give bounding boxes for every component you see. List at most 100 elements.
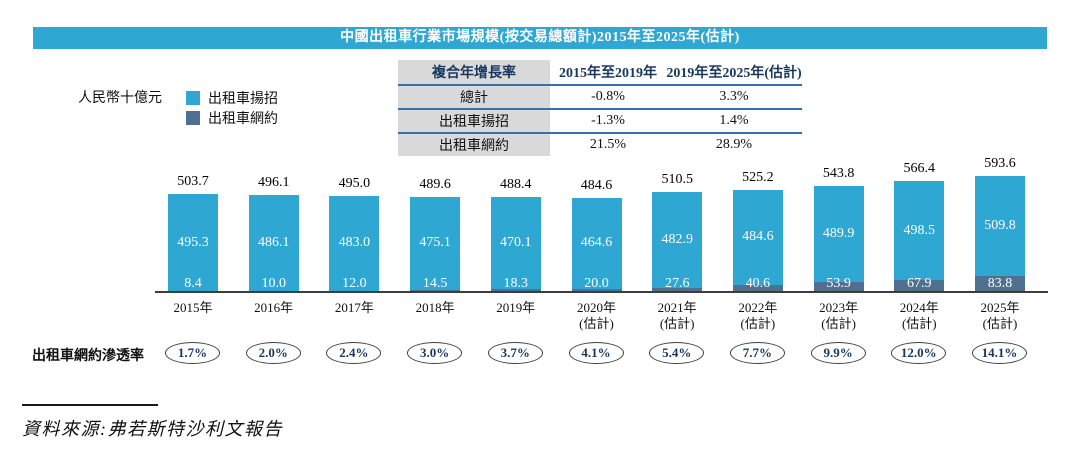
hail-value-label: 484.6 (742, 229, 774, 245)
chart-title-banner: 中國出租車行業市場規模(按交易總額計)2015年至2025年(估計) (33, 27, 1047, 49)
stacked-bar: 495.3 8.4 (168, 193, 218, 293)
hail-value-label: 482.9 (661, 232, 693, 247)
stacked-bar: 470.1 18.3 (490, 196, 541, 293)
bar-total-label: 510.5 (661, 172, 693, 188)
ride-value-label: 27.6 (664, 276, 690, 291)
bar-total-label: 488.4 (500, 176, 532, 192)
ride-hailing-color-swatch (186, 111, 200, 125)
row-value: -0.8% (591, 89, 625, 104)
row-value: 3.3% (719, 89, 749, 104)
ride-segment (975, 276, 1025, 293)
penetration-badge: 5.4% (649, 342, 705, 364)
hail-value-label: 489.9 (822, 226, 855, 242)
penetration-badge: 2.4% (326, 342, 382, 364)
chart-column: 543.8 489.9 53.9 2023年 (估計) 9.9% (797, 0, 881, 456)
legend-label: 出租車揚招 (208, 92, 278, 107)
x-axis-label: 2021年 (估計) (657, 300, 697, 331)
bar-total-label: 495.0 (338, 175, 371, 191)
stacked-bar: 486.1 10.0 (248, 195, 299, 293)
x-axis-label: 2016年 (254, 300, 294, 315)
legend-item-hail: 出租車揚招 (186, 88, 278, 108)
row-label: 出租車揚招 (398, 110, 550, 132)
x-axis-label: 2025年 (估計) (980, 300, 1020, 331)
chart-column: 489.6 475.1 14.5 2018年 3.0% (393, 0, 477, 456)
chart-column: 484.6 464.6 20.0 2020年 (估計) 4.1% (555, 0, 639, 456)
hail-segment: 482.9 (652, 192, 703, 288)
bar-total-label: 484.6 (580, 177, 613, 193)
ride-value-label: 20.0 (584, 276, 609, 291)
stacked-bar: 498.5 67.9 (894, 181, 945, 293)
hail-value-label: 470.1 (500, 235, 532, 251)
bar-total-label: 496.1 (257, 175, 290, 191)
cagr-table-header-row: 複合年增長率 2015年至2019年 2019年至2025年(估計) (398, 60, 802, 86)
hail-segment: 475.1 (410, 196, 461, 291)
bar-total-label: 566.4 (903, 161, 936, 177)
chart-column: 495.0 483.0 12.0 2017年 2.4% (312, 0, 396, 456)
penetration-badge: 9.9% (810, 342, 866, 364)
x-axis-label: 2019年 (496, 300, 536, 315)
bar-total-label: 489.6 (419, 176, 451, 192)
row-value: 1.4% (719, 113, 749, 128)
hail-value-label: 495.3 (177, 234, 209, 250)
bar-total-label: 525.2 (742, 169, 774, 185)
hail-value-label: 483.0 (338, 235, 371, 251)
chart-column: 510.5 482.9 27.6 2021年 (估計) 5.4% (635, 0, 719, 456)
hail-value-label: 498.5 (903, 222, 936, 238)
legend-item-ride-hailing: 出租車網約 (186, 108, 278, 128)
row-value: -1.3% (591, 113, 625, 128)
penetration-badge: 7.7% (729, 342, 785, 364)
ride-value-label: 53.9 (826, 276, 851, 291)
stacked-bar: 483.0 12.0 (329, 195, 380, 293)
ride-value-label: 67.9 (907, 276, 932, 291)
x-axis-label: 2020年 (估計) (576, 300, 616, 331)
stacked-bar: 484.6 40.6 (732, 189, 783, 293)
stacked-bar: 475.1 14.5 (410, 196, 461, 293)
chart-column: 496.1 486.1 10.0 2016年 2.0% (232, 0, 316, 456)
penetration-badge: 3.7% (487, 342, 543, 364)
x-axis-line (155, 291, 1048, 293)
penetration-badge: 3.0% (407, 342, 463, 364)
hail-segment: 470.1 (490, 196, 541, 290)
hail-segment: 498.5 (894, 181, 945, 280)
penetration-badge: 1.7% (165, 342, 220, 364)
hail-segment: 486.1 (248, 195, 299, 292)
cagr-header-2015-2019: 2015年至2019年 (559, 66, 657, 81)
bar-total-label: 503.7 (177, 173, 209, 189)
chart-column: 593.6 509.8 83.8 2025年 (估計) 14.1% (958, 0, 1042, 456)
table-row: 出租車網約 21.5% 28.9% (398, 134, 802, 156)
ride-value-label: 40.6 (745, 276, 771, 291)
stacked-bar: 482.9 27.6 (652, 192, 703, 293)
stacked-bar: 509.8 83.8 (975, 176, 1025, 293)
hail-value-label: 486.1 (257, 235, 290, 251)
penetration-badge: 2.0% (245, 342, 301, 364)
ride-value-label: 14.5 (422, 276, 448, 291)
stacked-bar: 489.9 53.9 (813, 185, 864, 293)
hail-segment: 489.9 (813, 185, 864, 283)
ride-value-label: 10.0 (261, 276, 286, 291)
x-axis-label: 2015年 (173, 300, 213, 315)
cagr-header-2019-2025: 2019年至2025年(估計) (666, 66, 802, 81)
chart-column: 566.4 498.5 67.9 2024年 (估計) 12.0% (877, 0, 961, 456)
ride-value-label: 8.4 (184, 276, 202, 291)
hail-segment: 509.8 (975, 176, 1025, 277)
x-axis-label: 2024年 (估計) (899, 300, 939, 331)
chart-column: 503.7 495.3 8.4 2015年 1.7% (151, 0, 235, 456)
y-axis-unit-label: 人民幣十億元 (78, 91, 162, 106)
hail-value-label: 509.8 (984, 218, 1016, 234)
penetration-badge: 4.1% (568, 342, 624, 364)
source-note: 資料來源:弗若斯特沙利文報告 (22, 419, 283, 439)
chart-column: 488.4 470.1 18.3 2019年 3.7% (474, 0, 558, 456)
hail-color-swatch (186, 91, 200, 105)
row-label: 總計 (398, 86, 550, 108)
ride-value-label: 12.0 (342, 276, 367, 291)
cagr-header-metric: 複合年增長率 (398, 60, 550, 84)
ride-segment (813, 282, 864, 293)
hail-segment: 484.6 (732, 189, 783, 285)
source-divider-line (22, 404, 158, 406)
chart-column: 525.2 484.6 40.6 2022年 (估計) 7.7% (716, 0, 800, 456)
cagr-table: 複合年增長率 2015年至2019年 2019年至2025年(估計) 總計 -0… (398, 60, 802, 156)
table-row: 出租車揚招 -1.3% 1.4% (398, 110, 802, 134)
x-axis-label: 2018年 (415, 300, 455, 315)
hail-segment: 483.0 (329, 195, 380, 291)
stacked-bar: 464.6 20.0 (571, 197, 622, 293)
